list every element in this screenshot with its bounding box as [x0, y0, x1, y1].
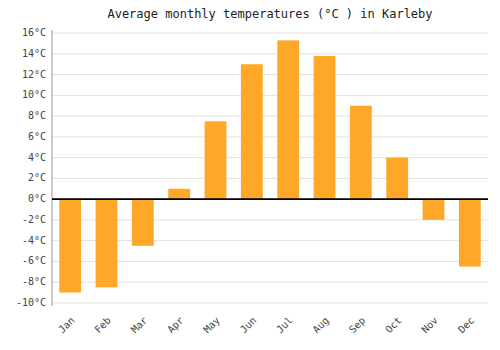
y-tick-label: 8°C	[28, 110, 46, 121]
x-tick-label: Aug	[310, 315, 331, 336]
x-tick-label: Mar	[129, 315, 150, 336]
y-tick-label: 10°C	[22, 89, 46, 100]
bars	[59, 40, 480, 292]
y-tick-label: 0°C	[28, 193, 46, 204]
grid-line	[52, 199, 488, 200]
grid-line	[52, 136, 488, 137]
grid-line	[52, 95, 488, 96]
grid-line	[52, 53, 488, 54]
bar	[350, 106, 372, 199]
grid-line	[52, 178, 488, 179]
bar	[168, 189, 190, 199]
grid-line	[52, 74, 488, 75]
bar	[96, 199, 118, 287]
x-tick-label: Jan	[56, 315, 77, 336]
y-axis-line	[52, 30, 53, 306]
y-tick-label: 12°C	[22, 69, 46, 80]
zero-line	[52, 198, 488, 200]
bar	[386, 158, 408, 200]
x-tick-label: Jul	[274, 315, 295, 336]
grid-line	[52, 116, 488, 117]
bar	[205, 121, 227, 199]
y-tick-label: -8°C	[22, 276, 46, 287]
bar	[277, 40, 299, 199]
y-tick-label: -10°C	[16, 297, 46, 308]
x-tick-label: Jun	[238, 315, 259, 336]
x-tick-label: Nov	[419, 315, 440, 336]
y-tick-label: -6°C	[22, 255, 46, 266]
bar	[314, 56, 336, 199]
x-tick-label: May	[201, 315, 222, 336]
grid-line	[52, 302, 488, 303]
bar	[132, 199, 154, 246]
x-tick-label: Apr	[165, 315, 186, 336]
bar	[241, 64, 263, 199]
y-tick-label: 4°C	[28, 152, 46, 163]
bar	[59, 199, 81, 292]
y-tick-labels: -10°C -8°C -6°C -4°C -2°C 0°C 2°C 4°C 6°C 8°C 10°C…	[16, 27, 46, 308]
x-tick-label: Feb	[92, 315, 113, 336]
y-tick-label: 2°C	[28, 172, 46, 183]
grid-line	[52, 261, 488, 262]
chart-container: -10°C -8°C -6°C -4°C -2°C 0°C 2°C 4°C 6°C 8°C 10°C…	[0, 0, 500, 350]
bar	[423, 199, 445, 220]
x-tick-labels: Jan Feb Mar Apr May Jun Jul Aug Sep Oct Nov Dec	[56, 315, 476, 336]
y-tick-label: 6°C	[28, 131, 46, 142]
page: {"chart_data": {"type": "bar", "title": …	[0, 0, 500, 350]
title: Average monthly temperatures (°C ) in Ka…	[107, 7, 432, 21]
y-tick-label: -2°C	[22, 214, 46, 225]
y-tick-label: 14°C	[22, 48, 46, 59]
grid-line	[52, 282, 488, 283]
y-tick-label: -4°C	[22, 235, 46, 246]
chart-svg: -10°C -8°C -6°C -4°C -2°C 0°C 2°C 4°C 6°C 8°C 10°C…	[0, 0, 500, 350]
grid	[52, 33, 488, 303]
grid-line	[52, 33, 488, 34]
x-tick-label: Sep	[347, 315, 368, 336]
grid-line	[52, 240, 488, 241]
x-tick-label: Oct	[383, 315, 404, 336]
grid-line	[52, 157, 488, 158]
bar	[459, 199, 481, 266]
x-tick-label: Dec	[456, 315, 477, 336]
y-tick-label: 16°C	[22, 27, 46, 38]
